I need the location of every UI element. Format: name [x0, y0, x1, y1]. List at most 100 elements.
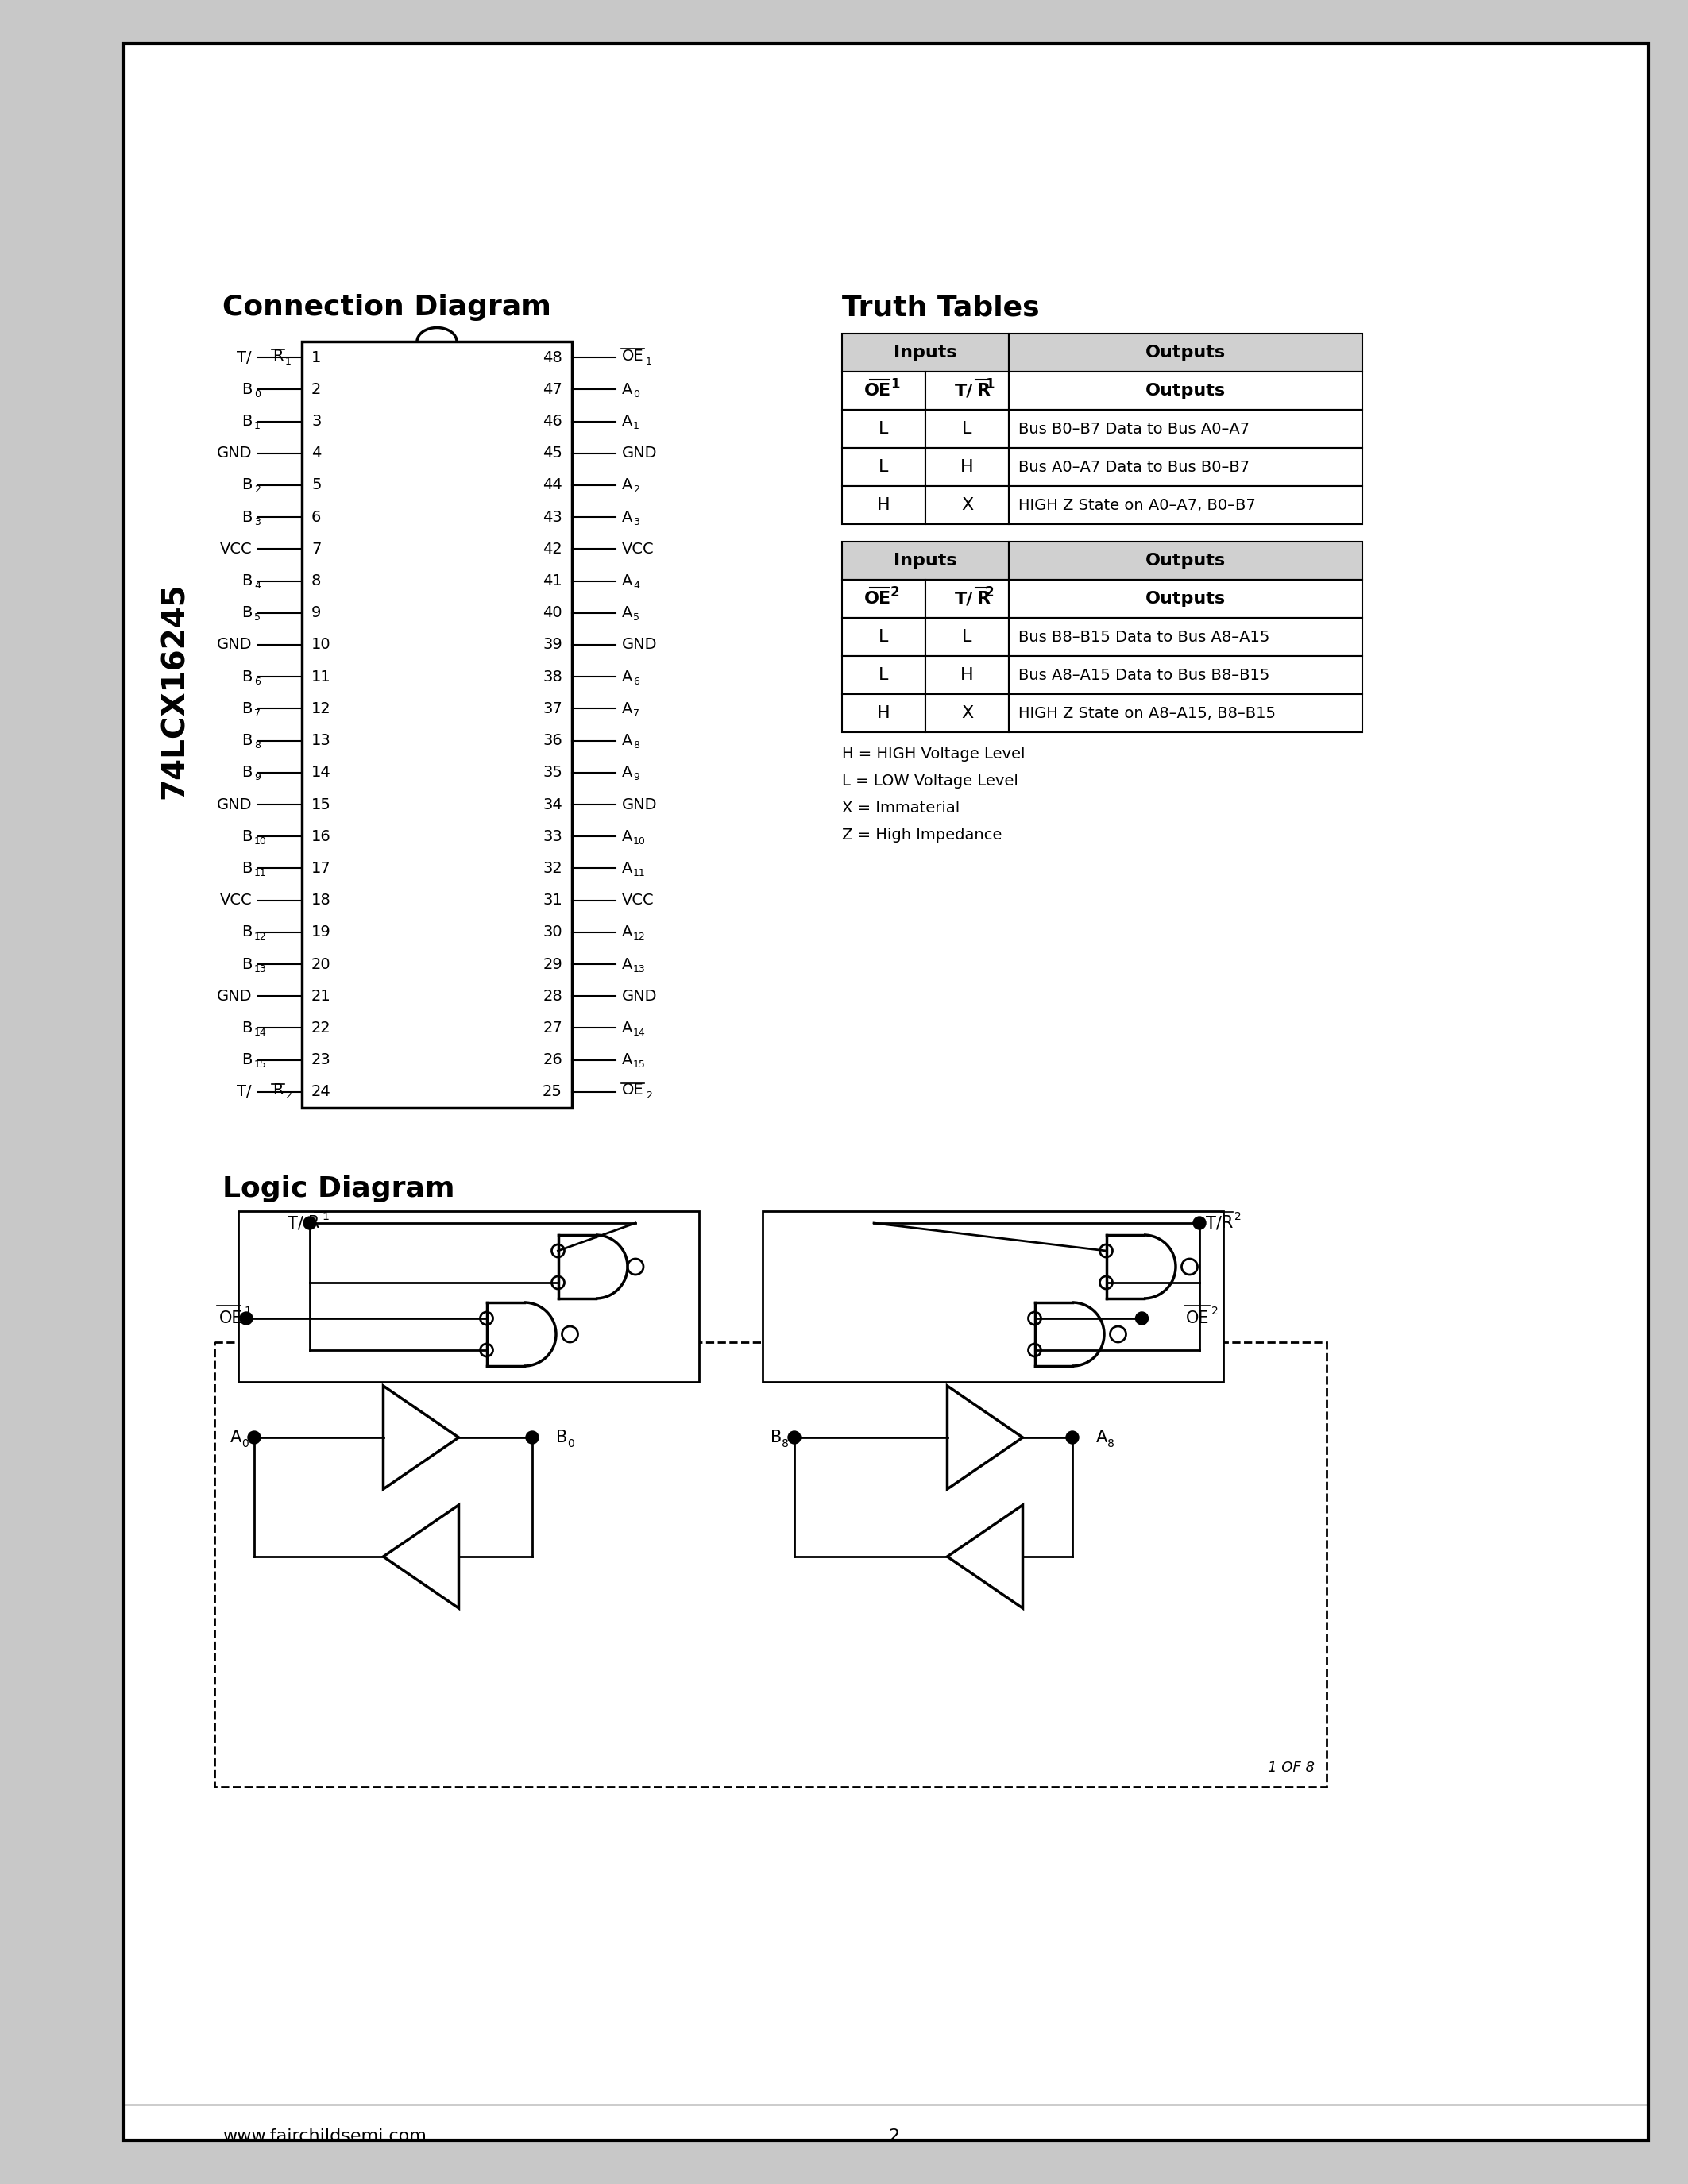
Text: A: A: [621, 1020, 633, 1035]
Text: OE: OE: [1185, 1310, 1209, 1326]
Text: 9: 9: [633, 773, 640, 782]
Text: A: A: [621, 413, 633, 428]
Text: 2: 2: [285, 1090, 292, 1101]
Text: B: B: [241, 382, 252, 397]
Text: 2: 2: [1210, 1306, 1219, 1317]
Text: OE: OE: [864, 592, 891, 607]
Text: 26: 26: [544, 1053, 562, 1068]
Text: L: L: [879, 629, 888, 644]
Text: 29: 29: [544, 957, 562, 972]
Text: 7: 7: [633, 708, 640, 719]
Text: B: B: [241, 924, 252, 939]
Text: A: A: [621, 668, 633, 684]
Circle shape: [248, 1431, 260, 1444]
Text: 19: 19: [311, 924, 331, 939]
Bar: [1009, 655, 1362, 695]
Text: 2: 2: [647, 1090, 652, 1101]
Text: R: R: [1222, 1214, 1234, 1232]
Text: GND: GND: [216, 446, 252, 461]
Bar: [925, 695, 1009, 732]
Text: 42: 42: [544, 542, 562, 557]
Text: 4: 4: [633, 581, 640, 592]
Text: 25: 25: [542, 1085, 562, 1099]
Text: Connection Diagram: Connection Diagram: [223, 295, 552, 321]
Text: 27: 27: [544, 1020, 562, 1035]
Text: HIGH Z State on A0–A7, B0–B7: HIGH Z State on A0–A7, B0–B7: [1018, 498, 1256, 513]
Text: Bus B8–B15 Data to Bus A8–A15: Bus B8–B15 Data to Bus A8–A15: [1018, 629, 1269, 644]
Text: 10: 10: [311, 638, 331, 653]
Text: OE: OE: [864, 382, 891, 400]
Bar: [925, 411, 1009, 448]
Text: 22: 22: [311, 1020, 331, 1035]
Text: A: A: [621, 574, 633, 587]
Text: A: A: [621, 382, 633, 397]
Text: 35: 35: [542, 764, 562, 780]
Text: 1: 1: [311, 349, 321, 365]
Text: 2: 2: [890, 585, 900, 601]
Bar: [842, 618, 925, 655]
Text: 13: 13: [633, 963, 645, 974]
Text: GND: GND: [216, 797, 252, 812]
Text: 40: 40: [544, 605, 562, 620]
Text: A: A: [230, 1431, 241, 1446]
Text: H: H: [960, 666, 974, 684]
Text: 8: 8: [782, 1439, 788, 1450]
Text: 6: 6: [633, 677, 640, 686]
Text: A: A: [621, 478, 633, 494]
Text: Outputs: Outputs: [1146, 345, 1225, 360]
Text: B: B: [241, 734, 252, 749]
Bar: [842, 411, 925, 448]
Text: 2: 2: [311, 382, 321, 397]
Text: 14: 14: [311, 764, 331, 780]
Text: R: R: [307, 1214, 319, 1232]
Text: A: A: [621, 830, 633, 843]
Circle shape: [240, 1313, 253, 1326]
Bar: [842, 371, 925, 411]
Text: X: X: [960, 705, 974, 721]
Text: B: B: [241, 574, 252, 587]
Text: B: B: [241, 830, 252, 843]
Text: R: R: [977, 382, 991, 400]
Text: A: A: [621, 764, 633, 780]
Text: 8: 8: [633, 740, 640, 751]
Bar: [302, 341, 572, 1107]
Text: 17: 17: [311, 860, 331, 876]
Bar: [842, 542, 1009, 579]
Text: 5: 5: [311, 478, 321, 494]
Text: Bus B0–B7 Data to Bus A0–A7: Bus B0–B7 Data to Bus A0–A7: [1018, 422, 1249, 437]
Text: 13: 13: [311, 734, 331, 749]
Text: L = LOW Voltage Level: L = LOW Voltage Level: [842, 773, 1018, 788]
Text: 4: 4: [311, 446, 321, 461]
Text: 31: 31: [544, 893, 562, 909]
Text: X: X: [960, 498, 974, 513]
Text: 12: 12: [255, 933, 267, 941]
Circle shape: [788, 1431, 800, 1444]
Text: 11: 11: [255, 867, 267, 878]
Text: A: A: [621, 701, 633, 716]
Text: 1 OF 8: 1 OF 8: [1268, 1760, 1315, 1776]
Text: A: A: [621, 860, 633, 876]
Text: 6: 6: [255, 677, 260, 686]
Bar: [925, 371, 1009, 411]
Text: 8: 8: [255, 740, 260, 751]
Text: 7: 7: [255, 708, 260, 719]
Text: B: B: [770, 1431, 782, 1446]
Bar: [842, 448, 925, 487]
Text: 11: 11: [311, 668, 331, 684]
Text: 30: 30: [544, 924, 562, 939]
Bar: [238, 1212, 699, 1382]
Text: 21: 21: [311, 989, 331, 1005]
Text: 5: 5: [633, 612, 640, 622]
Text: 38: 38: [544, 668, 562, 684]
Text: 0: 0: [567, 1439, 574, 1450]
Text: 12: 12: [311, 701, 331, 716]
Text: 34: 34: [544, 797, 562, 812]
Text: 37: 37: [544, 701, 562, 716]
Text: 15: 15: [255, 1059, 267, 1070]
Text: 23: 23: [311, 1053, 331, 1068]
Text: A: A: [1096, 1431, 1107, 1446]
Text: 15: 15: [633, 1059, 647, 1070]
Text: A: A: [621, 957, 633, 972]
Text: OE: OE: [621, 347, 643, 363]
Bar: [763, 1212, 1224, 1382]
